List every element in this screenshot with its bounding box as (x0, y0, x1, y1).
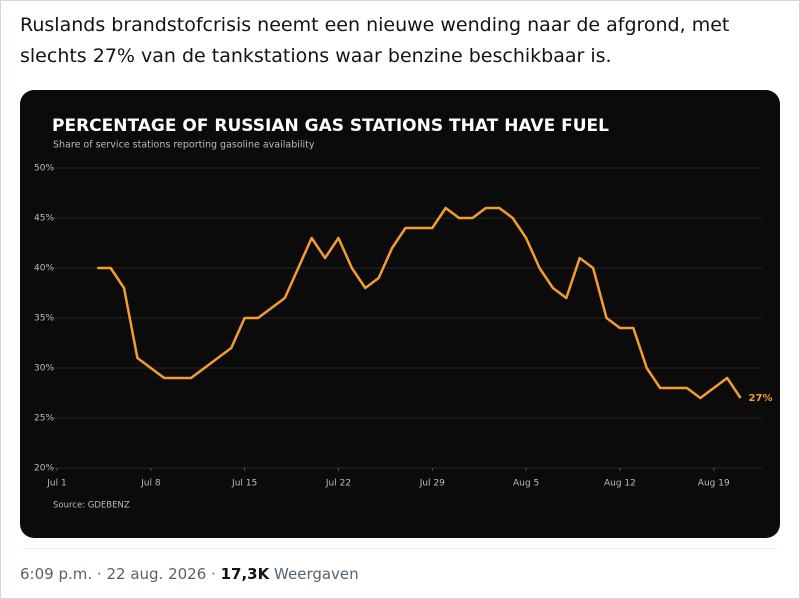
y-tick-label: 30% (34, 364, 54, 374)
view-label: Weergaven (274, 565, 359, 583)
x-tick-label: Aug 12 (604, 479, 636, 489)
separator: · (96, 565, 102, 583)
post-footer: 6:09 p.m. · 22 aug. 2026 · 17,3K Weergav… (20, 565, 359, 583)
x-tick-label: Jul 22 (325, 479, 351, 489)
x-tick-label: Jul 15 (231, 479, 257, 489)
x-tick-label: Jul 8 (140, 479, 161, 489)
post-text: Ruslands brandstofcrisis neemt een nieuw… (20, 14, 730, 67)
x-tick-label: Aug 5 (513, 479, 539, 489)
chart-card: PERCENTAGE OF RUSSIAN GAS STATIONS THAT … (20, 90, 780, 538)
y-tick-label: 40% (34, 264, 54, 274)
x-tick-label: Jul 1 (46, 479, 66, 489)
x-tick-label: Aug 19 (698, 479, 730, 489)
y-tick-label: 20% (34, 464, 54, 474)
post-date[interactable]: 22 aug. 2026 (106, 565, 207, 583)
chart-source: Source: GDEBENZ (53, 501, 130, 511)
separator: · (211, 565, 216, 583)
y-tick-label: 50% (34, 164, 54, 174)
y-tick-label: 45% (34, 214, 54, 224)
chart-title: PERCENTAGE OF RUSSIAN GAS STATIONS THAT … (52, 116, 609, 136)
data-label: 27% (749, 393, 773, 404)
divider (20, 548, 780, 549)
data-line (97, 206, 742, 400)
x-tick-label: Jul 29 (419, 479, 445, 489)
chart-subtitle: Share of service stations reporting gaso… (53, 140, 315, 151)
view-count: 17,3K (220, 565, 270, 583)
chart: PERCENTAGE OF RUSSIAN GAS STATIONS THAT … (34, 116, 773, 511)
y-tick-label: 25% (34, 414, 54, 424)
post-time: 6:09 p.m. (20, 565, 93, 583)
y-tick-label: 35% (34, 314, 54, 324)
